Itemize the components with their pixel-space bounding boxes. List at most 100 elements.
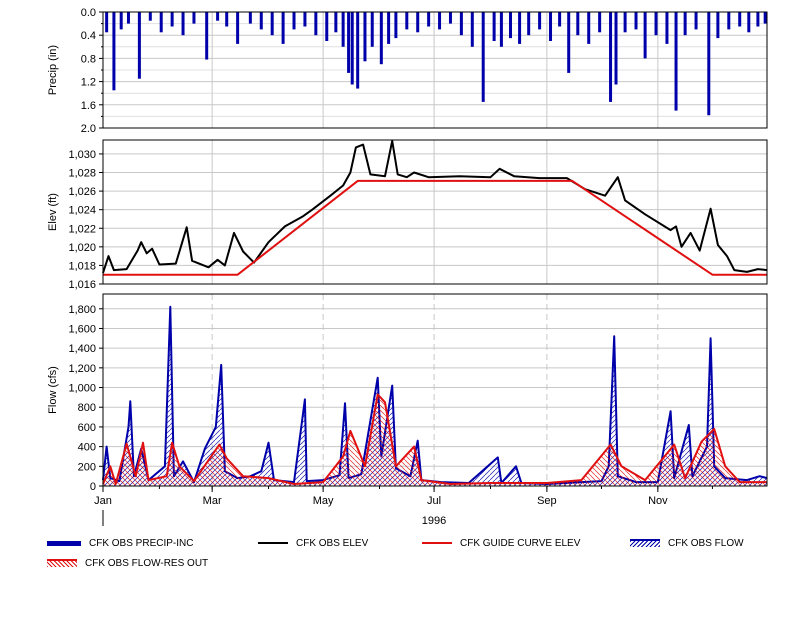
series-line-cfk-obs-flow [102, 305, 768, 485]
x-tick-label: Jan [94, 495, 112, 507]
y-tick-label-precip: 2.0 [81, 123, 96, 135]
precip-bar [248, 12, 252, 24]
y-tick-label-precip: 1.6 [81, 100, 96, 112]
plot-frame-elev [102, 139, 768, 285]
legend-swatch-res-out [47, 559, 77, 568]
series-line-cfk-guide-curve-elev [103, 179, 767, 276]
legend-swatch-guide-curve [422, 542, 452, 545]
precip-bar [609, 12, 613, 102]
precip-bar [181, 12, 185, 36]
precip-bar [763, 12, 767, 24]
precip-bar [148, 12, 152, 21]
y-tick-label-precip: 0.0 [81, 7, 96, 19]
precip-bar [159, 12, 163, 33]
precip-bar [292, 12, 296, 30]
series-line-cfk-obs-elev [102, 139, 768, 274]
legend-item-obs-elev: CFK OBS ELEV [258, 538, 368, 549]
x-tick-label: May [313, 495, 334, 507]
panel-flow: 0 200 400 600 800 1,000 1,200 1,400 1,600 1,800 Fl… [47, 293, 768, 493]
precip-bar [481, 12, 485, 102]
precip-bar [137, 12, 141, 79]
precip-bar [105, 12, 109, 33]
precip-bar [387, 12, 391, 44]
precip-bar [334, 12, 338, 33]
precip-bar [379, 12, 383, 65]
y-tick-label-flow: 1,600 [68, 323, 96, 335]
legend-swatch-precip [47, 540, 81, 546]
precip-bar [665, 12, 669, 44]
x-tick-label: Jul [427, 495, 441, 507]
precip-bar [112, 12, 116, 91]
y-tick-label-flow: 1,000 [68, 383, 96, 395]
y-tick-label-flow: 600 [78, 422, 96, 434]
precip-bar [598, 12, 602, 33]
y-tick-label-flow: 1,400 [68, 343, 96, 355]
legend-label-precip: CFK OBS PRECIP-INC [89, 538, 194, 549]
precip-bar [727, 12, 731, 30]
precip-bar [394, 12, 398, 39]
precip-bar [325, 12, 329, 41]
legend-item-obs-flow: CFK OBS FLOW [630, 538, 744, 549]
precip-bar [716, 12, 720, 39]
precip-bar [643, 12, 647, 59]
x-tick-label: Sep [537, 495, 557, 507]
y-axis-label-elev: Elev (ft) [47, 193, 59, 231]
precip-bar [492, 12, 496, 41]
precip-bar [674, 12, 678, 111]
precip-bar [518, 12, 522, 44]
y-tick-label-precip: 1.2 [81, 77, 96, 89]
x-axis: Jan Mar May Jul Sep Nov [94, 485, 767, 526]
legend-item-precip: CFK OBS PRECIP-INC [47, 538, 193, 549]
precip-bar [170, 12, 174, 27]
precip-bar [470, 12, 474, 47]
legend-label-obs-flow: CFK OBS FLOW [668, 538, 744, 549]
panel-elev: 1,016 1,018 1,020 1,022 1,024 1,026 1,028 1,030… [47, 139, 768, 291]
precip-bar [683, 12, 687, 36]
precip-bar [427, 12, 431, 27]
precip-bar [587, 12, 591, 44]
precip-bar [259, 12, 263, 30]
legend-label-obs-elev: CFK OBS ELEV [296, 538, 369, 549]
precip-bar [347, 12, 351, 73]
precip-bar [538, 12, 542, 30]
precip-bar [126, 12, 130, 24]
y-tick-label-flow: 1,200 [68, 363, 96, 375]
legend-label-guide-curve: CFK GUIDE CURVE ELEV [460, 538, 581, 549]
precip-bar [350, 12, 354, 85]
precip-bar [614, 12, 618, 85]
legend-swatch-obs-elev [258, 542, 288, 545]
x-year-label: 1996 [422, 515, 446, 527]
precip-bar [205, 12, 209, 60]
precip-bar [281, 12, 285, 44]
y-tick-label-precip: 0.8 [81, 53, 96, 65]
y-tick-label-elev: 1,016 [68, 279, 96, 291]
y-axis-label-precip: Precip (in) [47, 45, 59, 95]
precip-bar [747, 12, 751, 33]
series-line-cfk-obs-flow-res-out [102, 393, 767, 485]
precip-bar [459, 12, 463, 36]
legend-swatch-obs-flow [630, 539, 660, 548]
y-tick-label-flow: 1,800 [68, 304, 96, 316]
precip-bar [356, 12, 360, 89]
precip-bar [341, 12, 345, 47]
y-tick-label-elev: 1,028 [68, 168, 96, 180]
precip-bar [438, 12, 442, 30]
precip-bar [236, 12, 240, 44]
x-tick-label: Nov [648, 495, 668, 507]
precip-bar [225, 12, 229, 27]
precip-bar [270, 12, 274, 36]
y-tick-label-elev: 1,026 [68, 186, 96, 198]
precip-bar [654, 12, 658, 36]
x-tick-label: Mar [203, 495, 222, 507]
precip-bar [363, 12, 367, 62]
y-axis-label-flow: Flow (cfs) [47, 366, 59, 414]
legend-item-res-out: CFK OBS FLOW-RES OUT [47, 558, 208, 569]
precip-bar [303, 12, 307, 27]
precip-bar [634, 12, 638, 30]
precip-bar [405, 12, 409, 30]
precip-bar [756, 12, 760, 27]
precip-bar [558, 12, 562, 27]
precip-bar [738, 12, 742, 27]
precip-bar [119, 12, 123, 30]
